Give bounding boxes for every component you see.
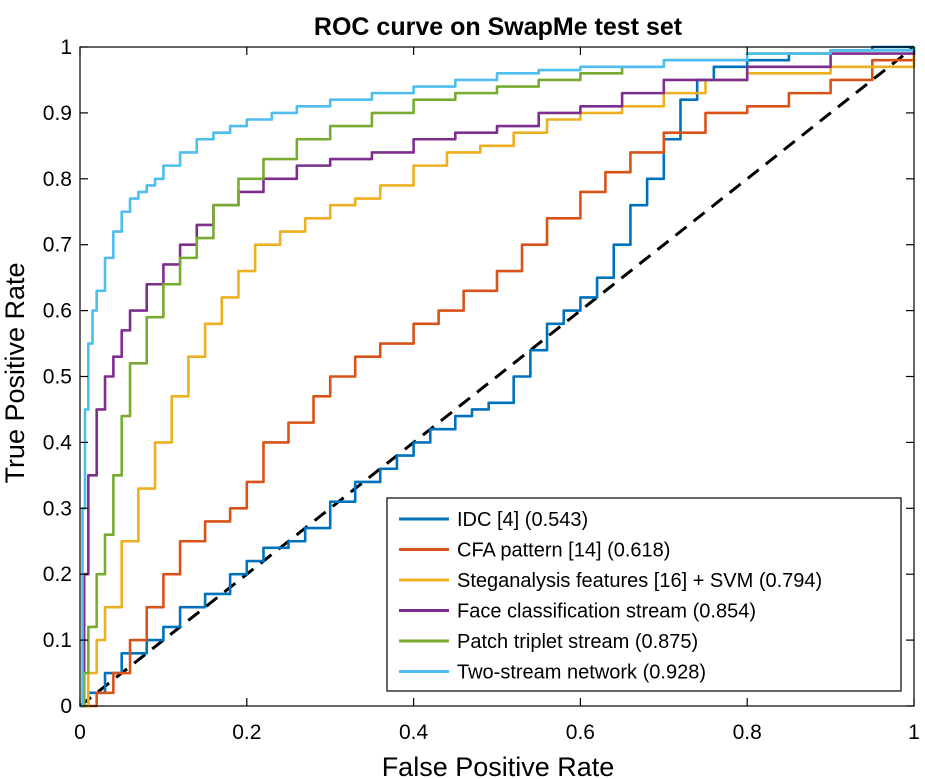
x-tick-label: 0.6 bbox=[566, 721, 595, 744]
y-tick-label: 0.2 bbox=[43, 563, 72, 586]
chance-reference-line bbox=[79, 45, 915, 708]
series-line-4 bbox=[80, 47, 916, 708]
y-tick-label: 1 bbox=[60, 36, 72, 59]
y-tick-label: 0.5 bbox=[43, 366, 72, 389]
chart-title: ROC curve on SwapMe test set bbox=[314, 13, 683, 41]
y-tick-label: 0.8 bbox=[43, 168, 72, 191]
y-tick-label: 0.4 bbox=[43, 431, 73, 454]
legend-box bbox=[386, 497, 902, 692]
legend-label-3: Steganalysis features [16] + SVM (0.794) bbox=[457, 570, 822, 592]
legend-label-6: Two-stream network (0.928) bbox=[457, 662, 706, 684]
y-tick-label: 0.3 bbox=[43, 497, 72, 520]
legend-label-5: Patch triplet stream (0.875) bbox=[457, 631, 698, 653]
x-tick-label: 1 bbox=[908, 721, 920, 744]
x-tick-label: 0 bbox=[74, 721, 86, 744]
series-line-5 bbox=[80, 47, 916, 708]
series-line-6 bbox=[80, 47, 916, 708]
axes: 0 0.2 0.4 0.6 0.8 1 0 0.1 0.2 0.3 0.4 0.5 0.6 0.7 0.8 0… bbox=[43, 36, 920, 744]
legend-label-1: IDC [4] (0.543) bbox=[457, 509, 588, 531]
x-axis-label: False Positive Rate bbox=[382, 752, 615, 779]
legend-label-2: CFA pattern [14] (0.618) bbox=[457, 540, 670, 562]
series-line-3 bbox=[80, 47, 916, 708]
y-tick-label: 0.1 bbox=[43, 629, 72, 652]
series-line-2 bbox=[80, 47, 916, 708]
y-tick-label: 0.9 bbox=[43, 102, 72, 125]
legend-label-4: Face classification stream (0.854) bbox=[457, 601, 756, 623]
y-tick-label: 0.6 bbox=[43, 300, 72, 323]
y-tick-label: 0 bbox=[60, 695, 72, 718]
y-axis-label: True Positive Rate bbox=[0, 262, 30, 483]
y-tick-label: 0.7 bbox=[43, 234, 72, 257]
series-line-1 bbox=[80, 45, 914, 708]
legend: IDC [4] (0.543) CFA pattern [14] (0.618) S… bbox=[386, 497, 902, 692]
x-tick-label: 0.2 bbox=[232, 721, 261, 744]
plot-area bbox=[79, 45, 916, 708]
x-tick-label: 0.8 bbox=[733, 721, 762, 744]
x-tick-label: 0.4 bbox=[399, 721, 429, 744]
